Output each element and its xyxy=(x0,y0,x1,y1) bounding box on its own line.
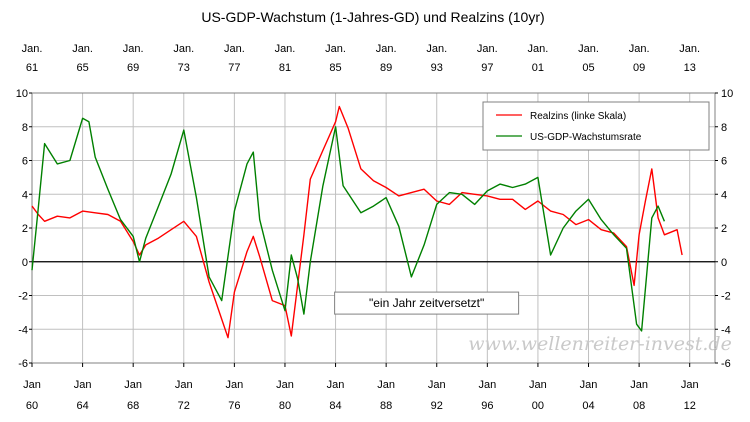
x-bottom-tick-month: Jan xyxy=(681,379,699,391)
annotation-text: "ein Jahr zeitversetzt" xyxy=(369,296,484,310)
y-left-tick-label: 10 xyxy=(16,88,28,100)
y-left-tick-label: 6 xyxy=(22,156,28,168)
x-bottom-tick-year: 64 xyxy=(76,400,88,412)
x-top-tick-month: Jan. xyxy=(528,43,549,55)
x-bottom-tick-month: Jan xyxy=(124,379,142,391)
x-top-tick-month: Jan. xyxy=(173,43,194,55)
x-top-tick-month: Jan. xyxy=(22,43,43,55)
x-bottom-tick-year: 76 xyxy=(228,400,240,412)
x-bottom-tick-year: 12 xyxy=(684,400,696,412)
x-top-tick-month: Jan. xyxy=(224,43,245,55)
chart-title: US-GDP-Wachstum (1-Jahres-GD) und Realzi… xyxy=(201,9,544,25)
x-bottom-tick-year: 08 xyxy=(633,400,645,412)
legend-label-realzins: Realzins (linke Skala) xyxy=(530,111,626,122)
y-left-tick-label: 4 xyxy=(22,189,28,201)
x-bottom-tick-year: 00 xyxy=(532,400,544,412)
x-top-tick-month: Jan. xyxy=(426,43,447,55)
x-top-tick-month: Jan. xyxy=(679,43,700,55)
y-right-tick-label: 4 xyxy=(721,189,727,201)
y-right-tick-label: 2 xyxy=(721,223,727,235)
y-right-tick-label: 0 xyxy=(721,257,727,269)
x-bottom-tick-year: 84 xyxy=(329,400,341,412)
y-right-tick-label: -6 xyxy=(721,358,731,370)
y-right-tick-label: -2 xyxy=(721,291,731,303)
annotation-frame xyxy=(334,291,520,315)
y-left-tick-label: 8 xyxy=(22,122,28,134)
x-bottom-tick-month: Jan xyxy=(630,379,648,391)
x-bottom-tick-year: 88 xyxy=(380,400,392,412)
y-left-tick-label: -4 xyxy=(18,324,28,336)
y-right-tick-label: 6 xyxy=(721,156,727,168)
y-right-tick-label: 8 xyxy=(721,122,727,134)
x-bottom-tick-month: Jan xyxy=(580,379,598,391)
y-left-tick-label: 0 xyxy=(22,257,28,269)
legend-box xyxy=(482,101,710,151)
x-bottom-tick-month: Jan xyxy=(327,379,345,391)
x-top-tick-year: 77 xyxy=(228,62,240,74)
x-top-tick-month: Jan. xyxy=(578,43,599,55)
x-top-tick-year: 01 xyxy=(532,62,544,74)
x-top-tick-year: 85 xyxy=(329,62,341,74)
x-bottom-tick-month: Jan xyxy=(529,379,547,391)
x-bottom-tick-year: 60 xyxy=(26,400,38,412)
x-bottom-tick-month: Jan xyxy=(225,379,243,391)
x-top-tick-year: 97 xyxy=(481,62,493,74)
x-bottom-tick-month: Jan xyxy=(478,379,496,391)
series-line-gdp xyxy=(31,117,666,332)
x-top-tick-month: Jan. xyxy=(123,43,144,55)
x-top-tick-month: Jan. xyxy=(72,43,93,55)
annotation-box: "ein Jahr zeitversetzt" xyxy=(334,291,520,315)
x-top-tick-year: 65 xyxy=(76,62,88,74)
x-bottom-tick-year: 96 xyxy=(481,400,493,412)
legend-label-gdp: US-GDP-Wachstumsrate xyxy=(530,132,642,143)
x-bottom-tick-year: 68 xyxy=(127,400,139,412)
x-bottom-tick-year: 72 xyxy=(178,400,190,412)
watermark: www.wellenreiter-invest.de xyxy=(468,333,732,355)
y-left-tick-label: 2 xyxy=(22,223,28,235)
x-top-tick-month: Jan. xyxy=(325,43,346,55)
y-left-tick-label: -2 xyxy=(18,291,28,303)
x-top-tick-month: Jan. xyxy=(477,43,498,55)
x-bottom-tick-year: 80 xyxy=(279,400,291,412)
x-top-tick-year: 89 xyxy=(380,62,392,74)
y-right-tick-label: 10 xyxy=(721,88,733,100)
x-axis-bottom: Jan 60 Jan 64 Jan 68 Jan 72 Jan 76 Jan 80 Jan 84 Jan 88… xyxy=(23,363,699,412)
x-top-tick-month: Jan. xyxy=(275,43,296,55)
x-bottom-tick-month: Jan xyxy=(175,379,193,391)
y-left-tick-label: -6 xyxy=(18,358,28,370)
x-bottom-tick-month: Jan xyxy=(377,379,395,391)
y-axis-right: 10 8 6 4 2 0 -2 -4 -6 xyxy=(715,88,733,370)
x-top-tick-year: 13 xyxy=(684,62,696,74)
x-bottom-tick-month: Jan xyxy=(23,379,41,391)
x-bottom-tick-month: Jan xyxy=(276,379,294,391)
x-axis-top: Jan. 61 Jan. 65 Jan. 69 Jan. 73 Jan. 77 Jan. 81 Jan.… xyxy=(22,43,701,74)
x-bottom-tick-month: Jan xyxy=(428,379,446,391)
x-top-tick-month: Jan. xyxy=(629,43,650,55)
x-top-tick-year: 61 xyxy=(26,62,38,74)
x-top-tick-year: 09 xyxy=(633,62,645,74)
x-top-tick-year: 69 xyxy=(127,62,139,74)
x-top-tick-year: 81 xyxy=(279,62,291,74)
x-bottom-tick-year: 92 xyxy=(431,400,443,412)
y-axis-left: 10 8 6 4 2 0 -2 -4 -6 xyxy=(16,88,32,370)
x-top-tick-year: 73 xyxy=(178,62,190,74)
x-top-tick-month: Jan. xyxy=(376,43,397,55)
series-layer xyxy=(31,105,683,339)
legend: Realzins (linke Skala) US-GDP-Wachstumsr… xyxy=(482,101,710,151)
x-bottom-tick-year: 04 xyxy=(582,400,594,412)
x-bottom-tick-month: Jan xyxy=(74,379,92,391)
y-right-tick-label: -4 xyxy=(721,324,731,336)
x-top-tick-year: 93 xyxy=(431,62,443,74)
x-top-tick-year: 05 xyxy=(582,62,594,74)
